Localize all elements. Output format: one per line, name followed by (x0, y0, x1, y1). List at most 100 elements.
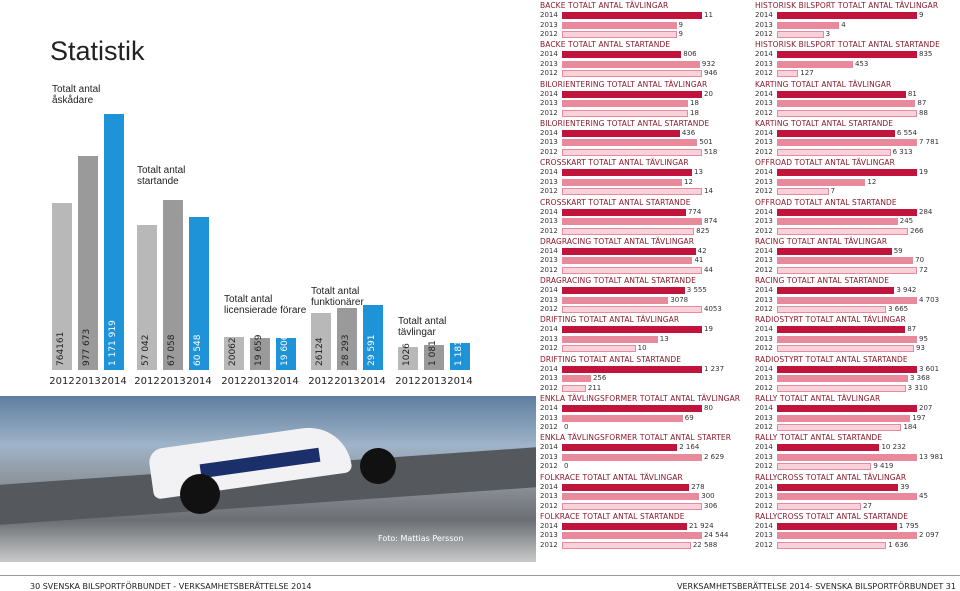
panel-value: 22 588 (692, 540, 718, 549)
panel-bar (562, 31, 677, 38)
row-year: 2013 (540, 295, 558, 304)
panel-title: BILORIENTERING TOTALT ANTAL TÄVLINGAR (540, 79, 708, 89)
panel-value: 9 (678, 20, 683, 29)
group-label: Totalt antal funktionärer (311, 286, 364, 308)
panel-title: KARTING TOTALT ANTAL TÄVLINGAR (755, 79, 892, 89)
panel-bar (562, 532, 702, 540)
panel-value: 2 097 (919, 531, 940, 540)
row-year: 2012 (755, 30, 773, 38)
panel-value: 211 (587, 383, 602, 392)
panel-bar (562, 90, 702, 98)
panel-value: 127 (800, 69, 814, 78)
panel-bar (562, 306, 702, 314)
row-year: 2012 (540, 265, 558, 274)
row-year: 2013 (755, 334, 773, 343)
bar-value-label: 977 673 (82, 328, 92, 366)
bar (78, 156, 98, 370)
panel-bar (777, 375, 908, 383)
panel-title: ENKLA TÄVLINGSFORMER TOTALT ANTAL STARTE… (540, 433, 732, 443)
row-year: 2013 (540, 531, 558, 540)
bar (450, 343, 470, 370)
panel-bar (562, 129, 680, 137)
panel-bar (777, 424, 902, 431)
panel-title: FOLKRACE TOTALT ANTAL TÄVLINGAR (540, 472, 683, 482)
bar (398, 346, 418, 370)
panel-bar (777, 257, 914, 265)
row-year: 2014 (540, 482, 558, 491)
footer-right: VERKSAMHETSBERÄTTELSE 2014- SVENSKA BILS… (677, 582, 956, 591)
panel-value: 184 (903, 423, 917, 431)
panel-value: 7 (830, 187, 836, 196)
row-year: 2013 (540, 217, 558, 225)
row-year: 2012 (755, 462, 773, 471)
row-year: 2014 (755, 521, 773, 530)
panel-bar (562, 257, 693, 265)
row-year: 2014 (540, 364, 558, 373)
row-year: 2014 (755, 168, 773, 177)
panel-value: 245 (899, 217, 914, 225)
year-label: 2013 (421, 376, 447, 387)
panel-bar (777, 100, 916, 108)
panel-bar (777, 70, 799, 78)
row-year: 2012 (540, 540, 558, 549)
panel-bar (777, 483, 899, 491)
row-year: 2013 (540, 99, 558, 108)
row-year: 2012 (755, 69, 773, 78)
panel-bar (562, 444, 678, 452)
bar (250, 337, 270, 370)
panel-value: 3 942 (896, 286, 917, 295)
panel-bar (562, 384, 586, 392)
panel-value: 266 (910, 226, 924, 235)
row-year: 2012 (540, 305, 558, 314)
row-year: 2012 (755, 108, 773, 117)
bar (163, 200, 183, 370)
row-year: 2014 (540, 50, 558, 59)
row-year: 2014 (540, 443, 558, 452)
row-year: 2014 (540, 286, 558, 295)
panel-title: ENKLA TÄVLINGSFORMER TOTALT ANTAL TÄVLIN… (540, 394, 741, 403)
panel-title: BACKE TOTALT ANTAL TÄVLINGAR (540, 1, 669, 10)
row-year: 2012 (540, 423, 558, 431)
panel-title: RADIOSTYRT TOTALT ANTAL STARTANDE (755, 354, 908, 364)
row-year: 2012 (540, 69, 558, 78)
panel-bar (562, 287, 685, 295)
panel-title: KARTING TOTALT ANTAL STARTANDE (755, 118, 894, 128)
panel-value: 42 (697, 246, 707, 255)
year-label: 2013 (75, 376, 101, 387)
panel-bar (777, 493, 917, 501)
panel-value: 932 (701, 59, 716, 68)
panel-value: 1 636 (888, 540, 909, 549)
row-year: 2014 (755, 364, 773, 373)
panel-value: 18 (690, 108, 699, 117)
panel-bar (562, 405, 702, 412)
panel-bar (562, 218, 702, 225)
row-year: 2014 (755, 443, 773, 452)
panel-bar (562, 541, 691, 549)
year-label: 2014 (186, 376, 212, 387)
panel-bar (777, 12, 917, 19)
row-year: 2013 (540, 334, 558, 343)
panel-bar (562, 139, 698, 147)
row-year: 2012 (755, 344, 773, 353)
row-year: 2014 (540, 246, 558, 255)
bar-value-label: 20062 (228, 337, 238, 366)
row-year: 2013 (755, 138, 773, 147)
panel-bar (777, 31, 824, 38)
panel-bar (777, 502, 861, 510)
bar (311, 312, 331, 370)
panel-value: 11 (704, 11, 713, 19)
row-year: 2014 (540, 11, 558, 19)
panel-bar (562, 345, 636, 353)
panel-bar (562, 296, 669, 304)
panel-value: 69 (684, 413, 694, 422)
panel-bar (562, 483, 690, 491)
panel-value: 19 (704, 325, 713, 334)
panel-bar (562, 375, 591, 383)
row-year: 2013 (540, 20, 558, 29)
panel-bar (562, 169, 692, 177)
panel-title: DRIFTING TOTALT ANTAL TÄVLINGAR (540, 315, 680, 325)
panel-value: 3 (825, 30, 831, 38)
row-year: 2014 (755, 207, 773, 216)
row-year: 2012 (540, 462, 558, 471)
year-label: 2014 (360, 376, 386, 387)
